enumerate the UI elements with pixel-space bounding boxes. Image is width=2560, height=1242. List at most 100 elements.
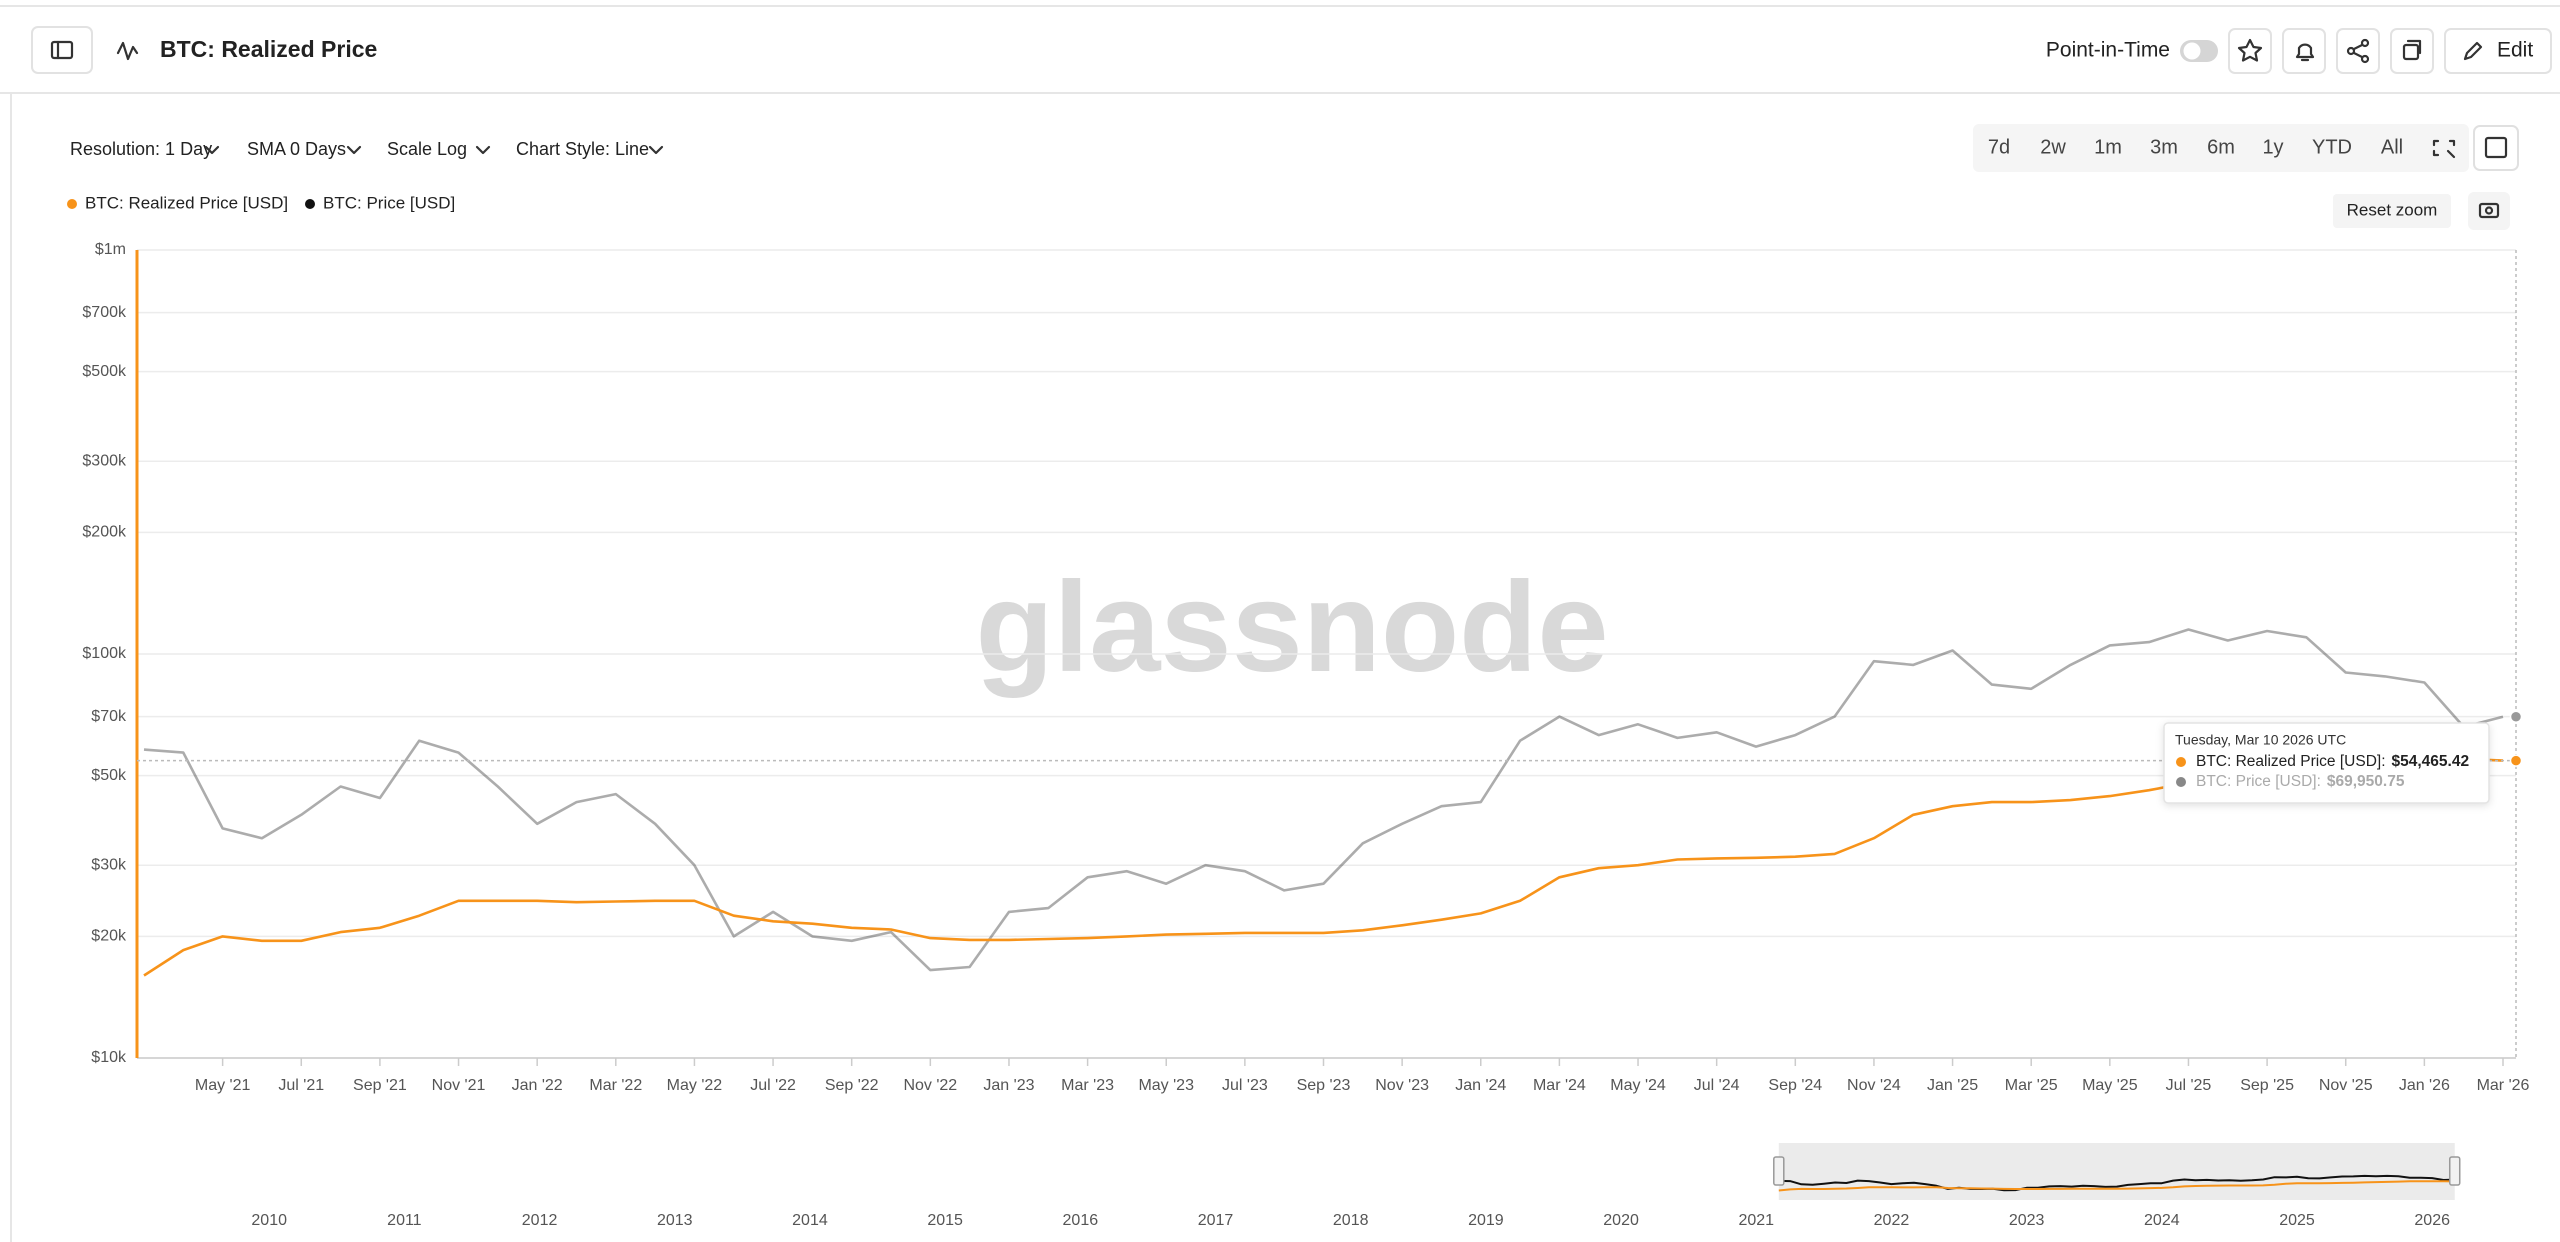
navigator-tick-label: 2015 — [927, 1212, 963, 1229]
navigator-tick-label: 2012 — [522, 1212, 558, 1229]
x-tick-label: May '23 — [1138, 1077, 1194, 1094]
dropdown-chevron[interactable] — [648, 145, 664, 155]
navigator-tick-label: 2018 — [1333, 1212, 1369, 1229]
dropdown-chevron[interactable] — [346, 145, 362, 155]
edit-button[interactable]: Edit — [2444, 28, 2552, 74]
x-tick-label: Jan '23 — [983, 1077, 1034, 1094]
share-button[interactable] — [2336, 28, 2380, 74]
tooltip-box — [2163, 722, 2490, 804]
y-tick-label: $50k — [91, 767, 127, 784]
x-tick-label: Jan '22 — [512, 1077, 563, 1094]
tooltip-value: $54,465.42 — [2392, 753, 2470, 770]
x-tick-label: Sep '22 — [825, 1077, 879, 1094]
x-tick-label: May '25 — [2082, 1077, 2138, 1094]
y-tick-label: $30k — [91, 856, 127, 873]
navigator-line — [1778, 1180, 2455, 1192]
x-tick-label: Jul '23 — [1222, 1077, 1268, 1094]
series-line — [143, 628, 2504, 972]
calendar-icon — [2484, 136, 2508, 159]
navigator-tick-label: 2022 — [1874, 1212, 1910, 1229]
y-tick-label: $1m — [95, 241, 126, 258]
tooltip-marker — [2176, 777, 2186, 787]
x-tick-label: Mar '22 — [589, 1077, 642, 1094]
tooltip-value: $69,950.75 — [2327, 773, 2405, 790]
x-tick-label: Sep '24 — [1768, 1077, 1822, 1094]
x-tick-label: Nov '24 — [1847, 1077, 1901, 1094]
dropdown-chevron[interactable] — [475, 145, 491, 155]
x-tick-label: Sep '21 — [353, 1077, 407, 1094]
y-tick-label: $70k — [91, 708, 127, 725]
navigator-tick-label: 2024 — [2144, 1212, 2180, 1229]
x-tick-label: Jul '22 — [750, 1077, 796, 1094]
navigator-handle[interactable] — [2448, 1156, 2461, 1186]
range-button[interactable]: 1m — [2094, 136, 2122, 158]
navigator-tick-label: 2017 — [1198, 1212, 1234, 1229]
navigator-tick-label: 2020 — [1603, 1212, 1639, 1229]
range-button[interactable]: 6m — [2207, 136, 2235, 158]
navigator-tick-label: 2023 — [2009, 1212, 2045, 1229]
screenshot-button[interactable] — [2468, 192, 2510, 230]
x-tick-label: Sep '23 — [1297, 1077, 1351, 1094]
range-selector — [1973, 124, 2519, 172]
control-dropdown[interactable]: Chart Style: Line — [516, 139, 649, 159]
calendar-button[interactable] — [2473, 125, 2519, 171]
range-button[interactable]: 3m — [2150, 136, 2178, 158]
navigator-line — [1778, 1174, 2455, 1192]
x-tick-label: May '22 — [667, 1077, 723, 1094]
navigator-tick-label: 2011 — [387, 1212, 422, 1229]
range-button[interactable]: All — [2381, 136, 2403, 158]
x-tick-label: Mar '25 — [2005, 1077, 2058, 1094]
range-button[interactable]: 1y — [2262, 136, 2283, 158]
page-title: BTC: Realized Price — [160, 36, 377, 62]
range-button[interactable]: YTD — [2312, 136, 2352, 158]
alert-button[interactable] — [2282, 28, 2326, 74]
range-button[interactable]: 7d — [1988, 136, 2010, 158]
y-tick-label: $20k — [91, 928, 127, 945]
duplicate-button[interactable] — [2390, 28, 2434, 74]
control-dropdown[interactable]: SMA 0 Days — [247, 139, 346, 159]
metric-icon — [116, 41, 139, 61]
y-tick-label: $700k — [82, 304, 127, 321]
legend-label[interactable]: BTC: Realized Price [USD] — [85, 193, 288, 212]
reset-zoom-button[interactable] — [2333, 194, 2451, 228]
x-tick-label: Mar '23 — [1061, 1077, 1114, 1094]
x-tick-label: May '24 — [1610, 1077, 1666, 1094]
control-dropdown[interactable]: Scale Log — [387, 139, 467, 159]
point-in-time-label: Point-in-Time — [2046, 39, 2170, 62]
watermark: glassnode — [975, 556, 1608, 699]
legend-label[interactable]: BTC: Price [USD] — [323, 193, 455, 212]
tooltip-name: BTC: Realized Price [USD]: — [2196, 753, 2386, 770]
control-dropdown[interactable]: Resolution: 1 Day — [70, 139, 212, 159]
reset-zoom-label[interactable]: Reset zoom — [2347, 200, 2438, 219]
x-tick-label: Nov '22 — [903, 1077, 957, 1094]
point-in-time-toggle[interactable] — [2180, 40, 2218, 62]
hover-point — [2509, 710, 2523, 723]
y-tick-label: $500k — [82, 363, 127, 380]
navigator-tick-label: 2025 — [2279, 1212, 2315, 1229]
hover-point — [2509, 754, 2523, 767]
navigator-selection — [1778, 1143, 2455, 1200]
tooltip-row: BTC: Realized Price [USD]: $54,465.42 — [2196, 753, 2469, 770]
navigator-tick-label: 2021 — [1738, 1212, 1774, 1229]
y-tick-label: $300k — [82, 452, 127, 469]
x-tick-label: Jan '26 — [2399, 1077, 2450, 1094]
navigator-handle[interactable] — [1773, 1156, 1785, 1186]
tooltip-name: BTC: Price [USD]: — [2196, 773, 2321, 790]
dropdown-chevron[interactable] — [204, 145, 220, 155]
range-button[interactable]: 2w — [2040, 136, 2066, 158]
series-line — [143, 754, 2504, 977]
navigator-tick-label: 2026 — [2414, 1212, 2450, 1229]
x-tick-label: Jan '25 — [1927, 1077, 1978, 1094]
legend-marker — [305, 199, 315, 209]
x-tick-label: Nov '21 — [432, 1077, 486, 1094]
edit-label[interactable]: Edit — [2497, 39, 2533, 62]
favorite-button[interactable] — [2228, 28, 2272, 74]
x-tick-label: Mar '26 — [2477, 1077, 2530, 1094]
zoom-select-icon[interactable] — [2432, 139, 2456, 159]
sidebar-toggle[interactable] — [31, 26, 93, 74]
legend-marker — [67, 199, 77, 209]
y-tick-label: $100k — [82, 645, 127, 662]
navigator-tick-label: 2014 — [792, 1212, 828, 1229]
x-tick-label: Nov '25 — [2319, 1077, 2373, 1094]
